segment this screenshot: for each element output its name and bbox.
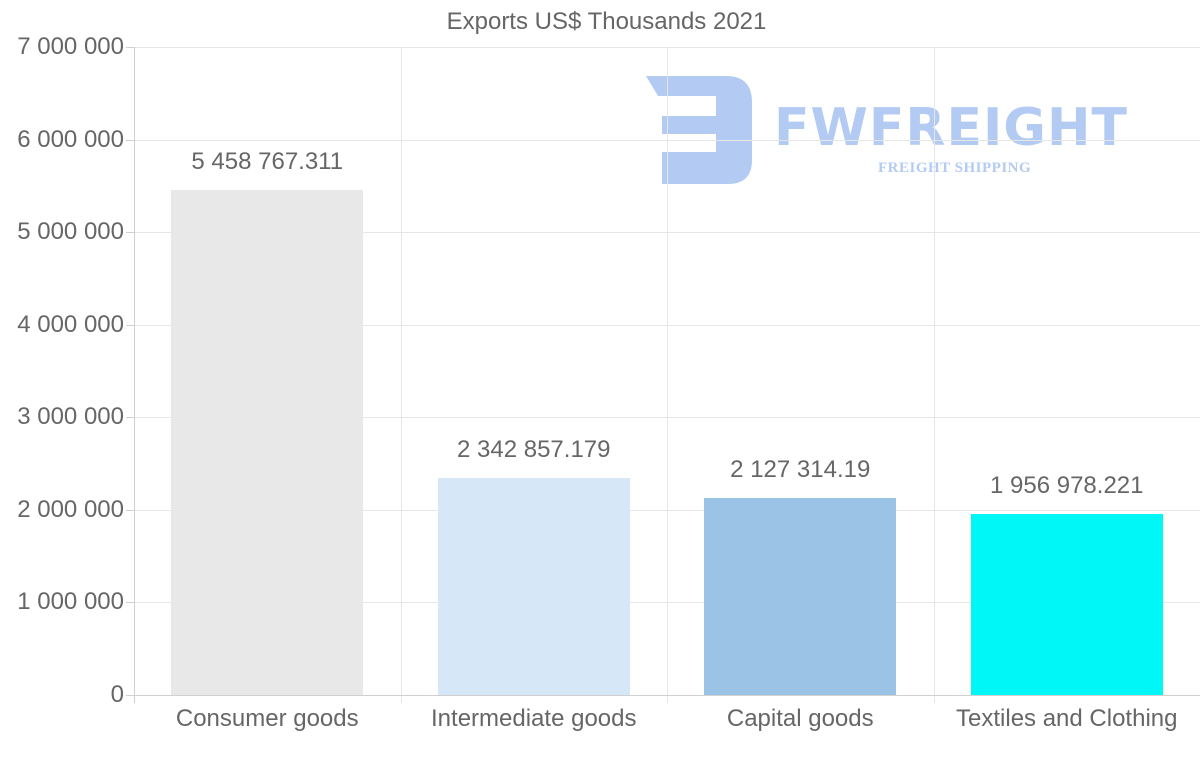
gridline-horizontal <box>134 417 1200 419</box>
gridline-horizontal <box>134 324 1200 326</box>
chart-title: Exports US$ Thousands 2021 <box>446 8 767 35</box>
bar-value-label: 2 127 314.19 <box>730 456 871 484</box>
watermark-tagline: FREIGHT SHIPPING <box>878 160 1032 176</box>
y-tick-label: 5 000 000 <box>17 218 124 246</box>
x-tick-label: Intermediate goods <box>431 705 637 732</box>
y-tick-label: 6 000 000 <box>17 125 124 153</box>
gridline-horizontal <box>134 509 1200 511</box>
bar-textiles-and-clothing[interactable] <box>970 513 1163 695</box>
x-tick-label: Capital goods <box>726 705 874 732</box>
x-axis-line <box>134 695 1200 696</box>
bar-value-label: 1 956 978.221 <box>990 471 1144 499</box>
plot-area: 5 458 767.311 2 342 857.179 2 127 314.19 1 … <box>134 47 1200 703</box>
y-tick-mark <box>126 232 134 234</box>
gridline-vertical <box>933 47 935 703</box>
y-tick-label: 0 <box>110 681 124 708</box>
bar-intermediate-goods[interactable] <box>437 478 630 695</box>
x-tick-label: Textiles and Clothing <box>956 705 1178 732</box>
y-tick-label: 2 000 000 <box>17 495 124 523</box>
y-tick-label: 7 000 000 <box>17 33 124 60</box>
y-axis-line <box>134 47 135 703</box>
gridline-horizontal <box>134 47 1200 48</box>
gridline-horizontal <box>134 602 1200 604</box>
x-tick-label: Consumer goods <box>175 705 359 732</box>
fwfreight-watermark: FWFREIGHT FREIGHT SHIPPING <box>646 72 1156 192</box>
y-tick-mark <box>126 417 134 419</box>
gridline-horizontal <box>134 139 1200 141</box>
gridline-vertical <box>667 47 668 703</box>
y-tick-label: 3 000 000 <box>17 403 124 431</box>
y-tick-mark <box>126 324 134 326</box>
watermark-brand: FWFREIGHT <box>774 98 1128 158</box>
bar-value-label: 5 458 767.311 <box>191 147 344 175</box>
y-tick-mark <box>126 47 134 48</box>
bar-value-label: 2 342 857.179 <box>457 436 611 464</box>
y-tick-mark <box>126 695 134 696</box>
y-tick-mark <box>126 602 134 604</box>
y-tick-label: 1 000 000 <box>17 588 124 616</box>
y-tick-mark <box>126 509 134 511</box>
y-tick-mark <box>126 139 134 141</box>
bar-consumer-goods[interactable] <box>171 189 364 695</box>
bar-capital-goods[interactable] <box>704 498 897 695</box>
y-tick-label: 4 000 000 <box>17 310 124 338</box>
gridline-vertical <box>400 47 402 703</box>
gridline-horizontal <box>134 232 1200 234</box>
fwfreight-logo-icon <box>646 76 752 184</box>
